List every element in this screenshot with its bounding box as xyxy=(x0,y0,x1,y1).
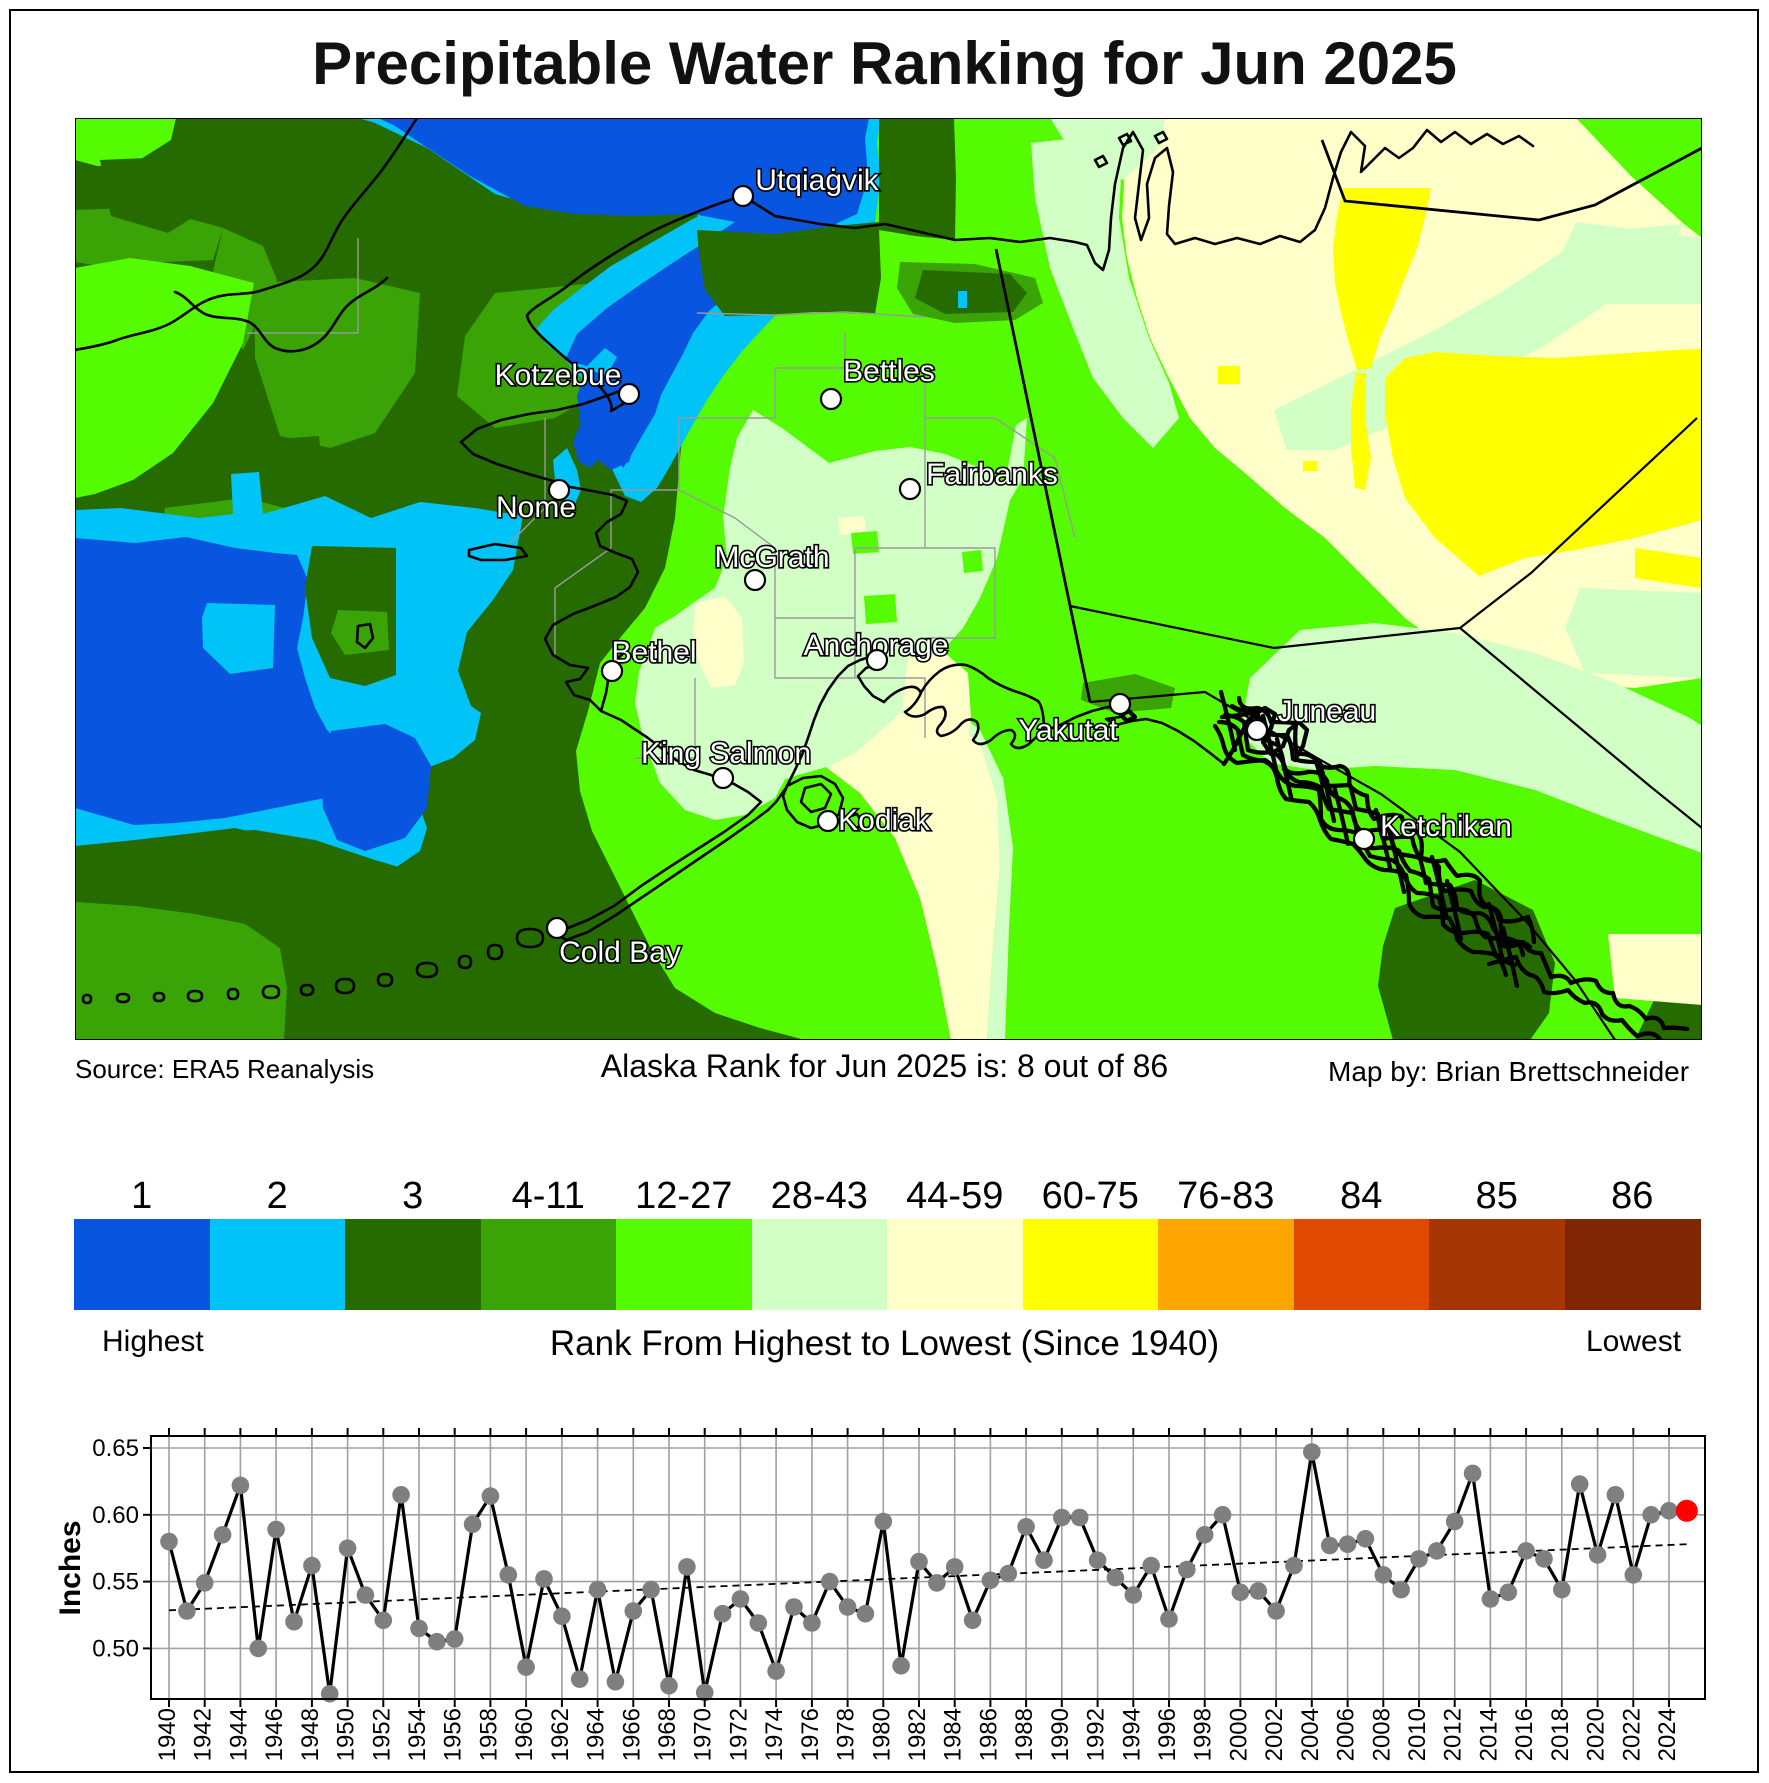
svg-text:1974: 1974 xyxy=(761,1708,788,1761)
svg-text:1998: 1998 xyxy=(1190,1708,1217,1761)
svg-text:Anchorage: Anchorage xyxy=(803,629,948,662)
svg-text:0.65: 0.65 xyxy=(92,1435,139,1462)
svg-text:1964: 1964 xyxy=(583,1708,610,1761)
svg-text:1992: 1992 xyxy=(1083,1708,1110,1761)
svg-text:2010: 2010 xyxy=(1404,1708,1431,1761)
svg-text:1986: 1986 xyxy=(975,1708,1002,1761)
svg-text:1946: 1946 xyxy=(261,1708,288,1761)
svg-text:Nome: Nome xyxy=(496,491,576,524)
svg-text:Cold Bay: Cold Bay xyxy=(559,936,681,969)
svg-text:McGrath: McGrath xyxy=(714,541,829,574)
svg-text:2002: 2002 xyxy=(1261,1708,1288,1761)
svg-text:0.60: 0.60 xyxy=(92,1502,139,1529)
svg-text:2024: 2024 xyxy=(1654,1708,1681,1761)
svg-text:1958: 1958 xyxy=(475,1708,502,1761)
svg-text:2006: 2006 xyxy=(1333,1708,1360,1761)
svg-text:1976: 1976 xyxy=(797,1708,824,1761)
svg-text:2008: 2008 xyxy=(1368,1708,1395,1761)
svg-text:1982: 1982 xyxy=(904,1708,931,1761)
svg-text:1966: 1966 xyxy=(618,1708,645,1761)
svg-text:1970: 1970 xyxy=(690,1708,717,1761)
svg-text:Kodiak: Kodiak xyxy=(838,804,931,837)
svg-text:Yakutat: Yakutat xyxy=(1018,714,1118,747)
svg-text:2000: 2000 xyxy=(1225,1708,1252,1761)
svg-text:1968: 1968 xyxy=(654,1708,681,1761)
svg-text:1996: 1996 xyxy=(1154,1708,1181,1761)
svg-text:Bethel: Bethel xyxy=(611,636,696,669)
svg-text:2016: 2016 xyxy=(1511,1708,1538,1761)
svg-text:Juneau: Juneau xyxy=(1278,695,1376,728)
svg-text:1990: 1990 xyxy=(1047,1708,1074,1761)
svg-text:1942: 1942 xyxy=(190,1708,217,1761)
svg-text:Fairbanks: Fairbanks xyxy=(926,458,1058,491)
svg-text:0.55: 0.55 xyxy=(92,1569,139,1596)
svg-text:1988: 1988 xyxy=(1011,1708,1038,1761)
svg-text:1950: 1950 xyxy=(333,1708,360,1761)
svg-text:1994: 1994 xyxy=(1118,1708,1145,1761)
svg-text:1960: 1960 xyxy=(511,1708,538,1761)
svg-text:1956: 1956 xyxy=(440,1708,467,1761)
svg-text:1978: 1978 xyxy=(833,1708,860,1761)
svg-text:Inches: Inches xyxy=(54,1520,87,1615)
svg-text:2004: 2004 xyxy=(1297,1708,1324,1761)
svg-text:1952: 1952 xyxy=(368,1708,395,1761)
svg-text:2020: 2020 xyxy=(1583,1708,1610,1761)
svg-text:Utqiaġvik: Utqiaġvik xyxy=(755,164,879,197)
svg-text:1984: 1984 xyxy=(940,1708,967,1761)
svg-text:2014: 2014 xyxy=(1475,1708,1502,1761)
svg-text:Ketchikan: Ketchikan xyxy=(1380,810,1512,843)
svg-text:Bettles: Bettles xyxy=(843,355,935,388)
svg-text:2022: 2022 xyxy=(1618,1708,1645,1761)
svg-text:0.50: 0.50 xyxy=(92,1635,139,1662)
svg-text:Kotzebue: Kotzebue xyxy=(495,359,622,392)
svg-text:2012: 2012 xyxy=(1440,1708,1467,1761)
svg-text:King Salmon: King Salmon xyxy=(641,737,811,770)
svg-text:1940: 1940 xyxy=(154,1708,181,1761)
svg-text:2018: 2018 xyxy=(1547,1708,1574,1761)
svg-text:1962: 1962 xyxy=(547,1708,574,1761)
svg-text:1980: 1980 xyxy=(868,1708,895,1761)
svg-text:1954: 1954 xyxy=(404,1708,431,1761)
svg-text:1948: 1948 xyxy=(297,1708,324,1761)
svg-text:1972: 1972 xyxy=(725,1708,752,1761)
svg-text:1944: 1944 xyxy=(225,1708,252,1761)
